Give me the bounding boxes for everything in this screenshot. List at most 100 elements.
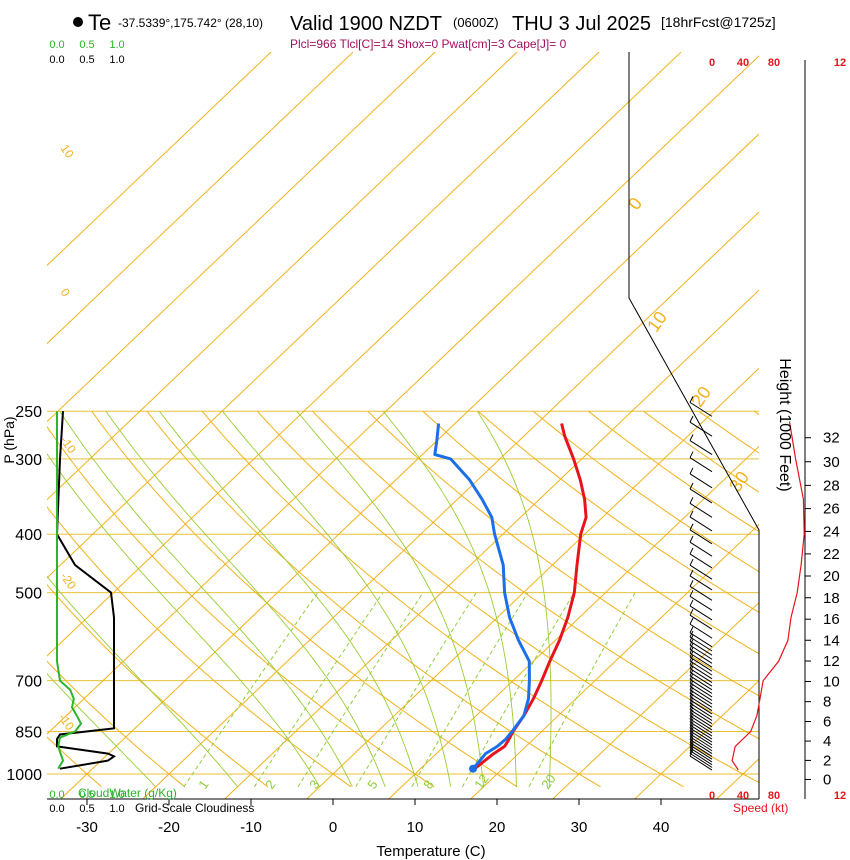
isotherm-10: [388, 445, 759, 799]
height-tick-label: 26: [823, 501, 840, 518]
height-tick-label: 28: [823, 477, 840, 494]
wind-barb: [689, 650, 713, 672]
moist-adiabat-4: [105, 410, 386, 787]
height-tick-label: 12: [823, 653, 840, 670]
dry-adiabat-60: [312, 410, 759, 740]
isotherm--30: [60, 133, 759, 799]
height-tick-label: 32: [823, 430, 840, 447]
thermo-grid: [47, 52, 759, 799]
dry-adiabat-20: [91, 410, 518, 788]
moist-adiabat-7: [296, 410, 485, 787]
station-dot-icon: [73, 17, 83, 27]
isotherm-label: 0: [58, 286, 73, 300]
wind-barb: [689, 451, 713, 473]
height-tick-label: 30: [823, 454, 840, 471]
wind-barb: [689, 676, 713, 698]
wind-barb: [689, 683, 713, 705]
wind-speed-tick-bottom: 0: [709, 790, 715, 802]
x-tick-label: 10: [407, 819, 424, 836]
dry-adiabat--30: [47, 736, 102, 788]
wind-speed-line: [731, 421, 805, 771]
moist-adiabat-8: [382, 410, 517, 787]
moist-adiabat-5: [159, 410, 419, 787]
wind-speed-tick-top: 80: [768, 57, 780, 69]
wind-barb: [689, 608, 713, 630]
wind-barb: [689, 396, 713, 417]
dry-adiabat-label: 0: [624, 194, 646, 214]
wind-barb: [689, 718, 713, 740]
axes: -30 -20 -10 0 10 20 30 402503004005007008501000…: [6, 404, 839, 836]
wind-barb: [689, 590, 713, 611]
station-label: Te: [88, 10, 111, 35]
height-tick-label: 4: [823, 733, 831, 750]
wind-barb: [689, 569, 713, 591]
height-tick-label: 0: [823, 771, 831, 788]
dry-adiabat--10: [47, 584, 269, 788]
moist-adiabat-3: [59, 410, 353, 787]
wind-barb: [689, 658, 713, 680]
dry-adiabat-30: [146, 410, 601, 788]
moist-adiabat-1: [47, 575, 238, 788]
wind-barb: [689, 736, 713, 757]
height-tick-label: 18: [823, 590, 840, 607]
cloudiness-line: [55, 411, 116, 770]
dry-adiabat-10: [47, 425, 435, 788]
wind-barb: [689, 643, 713, 664]
plot-right-boundary: [628, 52, 760, 799]
wind-barb: [689, 693, 713, 715]
wind-barb: [689, 744, 713, 766]
wind-barb: [689, 547, 713, 569]
isotherm--90: [47, 52, 354, 345]
dry-adiabat-100: [532, 410, 759, 573]
pressure-tick-label: 850: [15, 724, 42, 741]
wind-barb: [689, 654, 713, 676]
plot-frame: [47, 52, 806, 800]
height-tick-label: 10: [823, 673, 840, 690]
sounding-parameters: Plcl=966 Tlcl[C]=14 Shox=0 Pwat[cm]=3 Ca…: [290, 37, 567, 51]
wind-barb: [689, 630, 713, 652]
dry-adiabat-50: [256, 410, 759, 784]
cloudwater-tick-top: 0.0: [49, 39, 64, 51]
isotherm-label: -10: [56, 711, 78, 734]
wind-barb: [689, 690, 713, 712]
cloudiness-tick-top: 0.5: [79, 54, 94, 66]
mixing-ratio-1: [183, 592, 319, 788]
isotherm--60: [47, 52, 600, 579]
x-tick-label: -10: [240, 819, 262, 836]
wind-speed-tick-bottom: 80: [768, 790, 780, 802]
pressure-tick-label: 700: [15, 674, 42, 691]
wind-barb: [689, 599, 713, 621]
wind-barb: [689, 434, 713, 455]
height-tick-label: 6: [823, 714, 831, 731]
x-tick-label: -20: [158, 819, 180, 836]
dry-adiabat-90: [477, 410, 759, 613]
isotherm--80: [47, 52, 436, 423]
wind-barb: [689, 738, 713, 760]
isotherm--10: [224, 289, 759, 799]
cloudwater-tick-top: 0.5: [79, 39, 94, 51]
wind-barb: [689, 535, 713, 557]
wind-barb: [689, 510, 713, 532]
height-tick-label: 2: [823, 752, 831, 769]
x-tick-label: 20: [489, 819, 506, 836]
valid-time: Valid 1900 NZDT: [290, 13, 442, 35]
mixing-ratio-label: 2: [262, 777, 278, 792]
wind-barb: [689, 558, 713, 580]
wind-barb: [689, 724, 713, 746]
wind-barb: [689, 626, 713, 648]
wind-barb: [689, 749, 713, 771]
wind-barbs: [689, 396, 713, 771]
wind-barb: [689, 617, 713, 639]
isotherm-label: 10: [58, 142, 77, 161]
wind-barb: [689, 703, 713, 725]
dry-adiabat-120: [643, 410, 759, 493]
wind-barb: [689, 697, 713, 718]
mixing-ratio-label: 20: [538, 771, 559, 791]
isotherm--40: [47, 55, 759, 735]
pressure-tick-label: 400: [15, 527, 42, 544]
wind-barb: [689, 669, 713, 691]
pressure-tick-label: 300: [15, 452, 42, 469]
dry-adiabat-80: [422, 410, 759, 655]
side-panels: 0.00.00.50.51.01.00.00.00.50.51.01.00040…: [49, 39, 846, 815]
